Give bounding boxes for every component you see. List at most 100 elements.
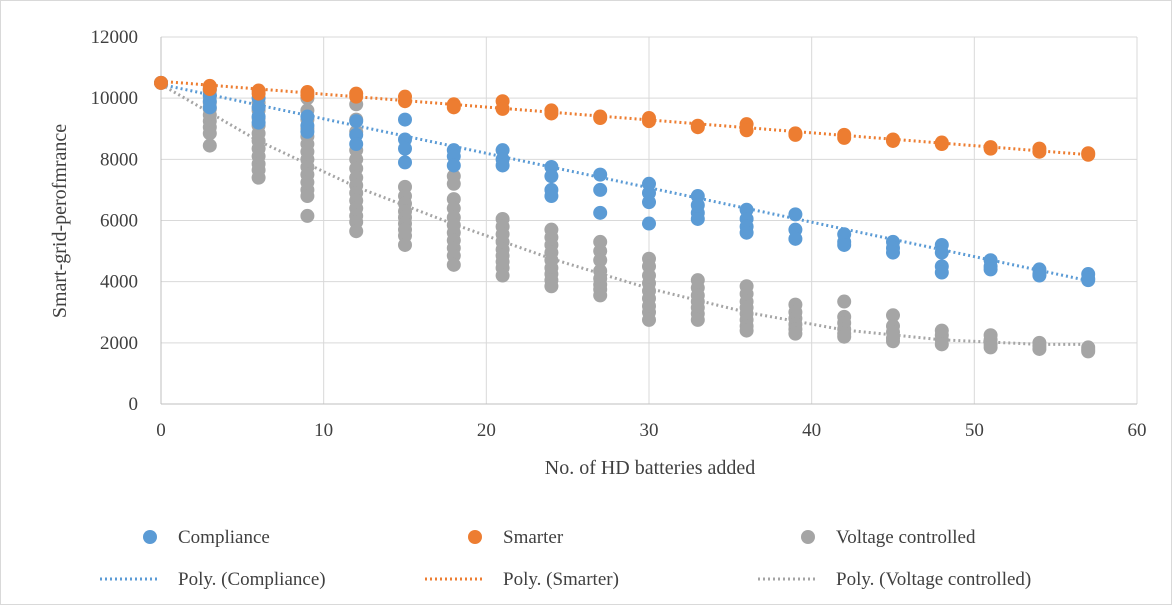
- data-point: [349, 224, 364, 239]
- data-point: [349, 137, 364, 152]
- data-point: [446, 100, 461, 115]
- y-tick-label: 6000: [100, 211, 138, 232]
- data-point: [934, 265, 949, 280]
- legend-label: Compliance: [178, 527, 270, 548]
- data-point: [300, 208, 315, 223]
- x-tick-label: 10: [314, 420, 333, 441]
- data-point: [983, 340, 998, 355]
- data-point: [593, 205, 608, 220]
- trendline: [160, 83, 1089, 346]
- y-tick-label: 10000: [91, 88, 139, 109]
- y-tick-label: 4000: [100, 272, 138, 293]
- data-point: [202, 138, 217, 153]
- data-point: [837, 130, 852, 145]
- data-point: [398, 141, 412, 156]
- data-point: [788, 231, 803, 246]
- tick-labels: 0 2000 4000 6000 8000 10000 12000 0 10 20 30 40 50 60: [91, 27, 1147, 441]
- data-point: [300, 88, 315, 103]
- data-point: [983, 262, 998, 277]
- legend-marker: [468, 530, 482, 544]
- data-point: [837, 294, 852, 309]
- data-point: [886, 133, 900, 148]
- data-point: [202, 100, 217, 115]
- data-point: [495, 268, 510, 283]
- data-point: [983, 141, 998, 156]
- data-point: [154, 75, 168, 90]
- data-point: [398, 237, 412, 252]
- data-point: [593, 253, 608, 268]
- data-point: [593, 167, 608, 182]
- data-point: [934, 245, 949, 260]
- data-point: [934, 137, 949, 152]
- data-point: [446, 158, 461, 173]
- legend-marker: [801, 530, 815, 544]
- data-point: [642, 195, 656, 210]
- data-point: [690, 120, 705, 135]
- data-point: [1081, 273, 1096, 288]
- data-point: [642, 216, 656, 231]
- data-point: [642, 114, 656, 129]
- data-point: [495, 101, 510, 116]
- data-point: [886, 308, 900, 323]
- data-point: [739, 225, 754, 240]
- data-point: [251, 115, 266, 130]
- x-tick-label: 40: [802, 420, 821, 441]
- data-point: [202, 81, 217, 96]
- data-point: [690, 211, 705, 226]
- data-point: [837, 329, 852, 344]
- legend-marker: [143, 530, 157, 544]
- data-point: [1032, 268, 1047, 283]
- data-point: [837, 237, 852, 252]
- trendline: [160, 82, 1089, 283]
- data-point: [349, 114, 364, 129]
- x-tick-label: 30: [640, 420, 659, 441]
- data-point: [788, 326, 803, 341]
- data-point: [202, 126, 217, 141]
- trendlines: [160, 79, 1089, 346]
- legend-label: Voltage controlled: [836, 527, 976, 548]
- data-point: [593, 182, 608, 197]
- legend-trendline-label: Poly. (Compliance): [178, 569, 326, 590]
- data-point: [398, 155, 412, 170]
- data-point: [886, 334, 900, 349]
- y-tick-label: 12000: [91, 27, 139, 48]
- data-point: [349, 89, 364, 104]
- axes: [160, 37, 1137, 405]
- data-point: [251, 170, 266, 185]
- trendline: [160, 79, 1089, 157]
- data-point: [690, 312, 705, 327]
- data-point: [739, 323, 754, 338]
- data-point: [1081, 147, 1096, 162]
- x-tick-label: 60: [1128, 420, 1147, 441]
- data-point: [446, 176, 461, 191]
- legend: Compliance Poly. (Compliance) Smarter Poly.…: [100, 527, 1031, 590]
- legend-trendline-label: Poly. (Smarter): [503, 569, 619, 590]
- y-axis-title: Smart-grid-perofmrance: [49, 124, 71, 318]
- data-point: [446, 257, 461, 272]
- data-point: [544, 106, 559, 121]
- data-point: [788, 127, 803, 142]
- data-points: [154, 75, 1096, 359]
- data-point: [495, 158, 510, 173]
- data-point: [300, 189, 315, 204]
- y-tick-label: 0: [129, 394, 139, 415]
- x-tick-label: 0: [156, 420, 166, 441]
- data-point: [593, 111, 608, 126]
- data-point: [739, 123, 754, 138]
- data-point: [642, 312, 656, 327]
- data-point: [398, 94, 412, 109]
- legend-label: Smarter: [503, 527, 564, 548]
- data-point: [251, 86, 266, 101]
- data-point: [300, 124, 315, 139]
- data-point: [934, 337, 949, 352]
- data-point: [593, 288, 608, 303]
- data-point: [1032, 341, 1047, 356]
- legend-trendline-label: Poly. (Voltage controlled): [836, 569, 1031, 590]
- data-point: [886, 245, 900, 260]
- x-tick-label: 20: [477, 420, 496, 441]
- data-point: [544, 189, 559, 204]
- data-point: [1032, 144, 1047, 159]
- data-point: [544, 169, 559, 184]
